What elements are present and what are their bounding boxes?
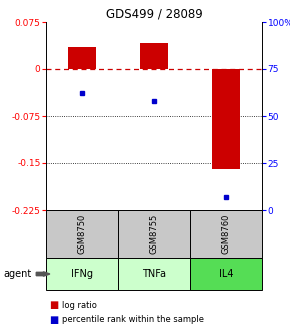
Text: IL4: IL4 xyxy=(219,269,233,279)
Text: IFNg: IFNg xyxy=(71,269,93,279)
Text: GSM8755: GSM8755 xyxy=(150,214,159,254)
Bar xyxy=(68,47,96,69)
Text: ■: ■ xyxy=(49,300,58,310)
Bar xyxy=(139,43,168,69)
Text: percentile rank within the sample: percentile rank within the sample xyxy=(62,316,204,325)
Title: GDS499 / 28089: GDS499 / 28089 xyxy=(106,8,202,21)
Text: GSM8750: GSM8750 xyxy=(77,214,86,254)
Text: GSM8760: GSM8760 xyxy=(222,214,231,254)
Text: ■: ■ xyxy=(49,315,58,325)
Text: log ratio: log ratio xyxy=(62,300,97,309)
Text: TNFa: TNFa xyxy=(142,269,166,279)
Text: agent: agent xyxy=(3,269,31,279)
Bar xyxy=(212,69,240,169)
